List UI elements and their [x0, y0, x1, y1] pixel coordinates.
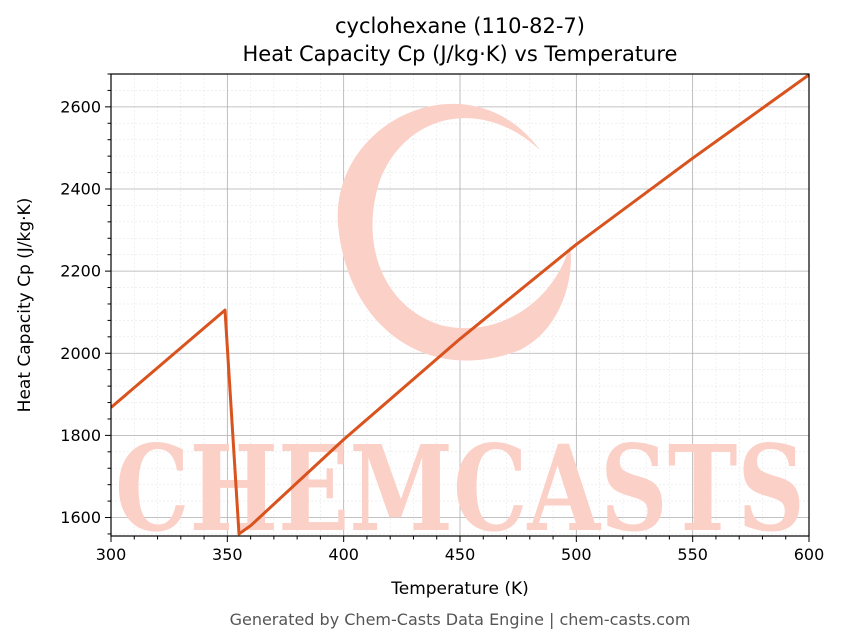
y-tick-label: 2400	[60, 179, 101, 198]
x-axis: 300 350 400 450 500 550 600	[96, 536, 825, 564]
footer-credit: Generated by Chem-Casts Data Engine | ch…	[230, 610, 691, 629]
major-grid	[110, 74, 810, 536]
watermark-text: CHEMCASTS	[115, 419, 805, 558]
y-tick-label: 2000	[60, 344, 101, 363]
series-layer	[111, 74, 809, 536]
y-tick-label: 1800	[60, 426, 101, 445]
x-tick-label: 600	[794, 545, 825, 564]
chart-title: cyclohexane (110-82-7)	[335, 14, 585, 38]
x-tick-label: 400	[328, 545, 359, 564]
y-tick-label: 1600	[60, 508, 101, 527]
x-axis-label: Temperature (K)	[390, 579, 529, 599]
x-tick-label: 450	[445, 545, 476, 564]
watermark-logo: CHEMCASTS	[115, 103, 805, 558]
series-line-0	[111, 74, 809, 536]
x-tick-label: 350	[212, 545, 243, 564]
y-tick-label: 2600	[60, 97, 101, 116]
y-tick-label: 2200	[60, 262, 101, 281]
y-axis-label: Heat Capacity Cp (J/kg·K)	[15, 198, 35, 413]
y-axis: 1600 1800 2000 2200 2400 2600	[60, 73, 111, 535]
watermark-swirl	[337, 103, 571, 361]
x-tick-label: 500	[561, 545, 592, 564]
chart-subtitle: Heat Capacity Cp (J/kg·K) vs Temperature	[243, 42, 678, 66]
x-tick-label: 550	[677, 545, 708, 564]
x-tick-label: 300	[96, 545, 127, 564]
